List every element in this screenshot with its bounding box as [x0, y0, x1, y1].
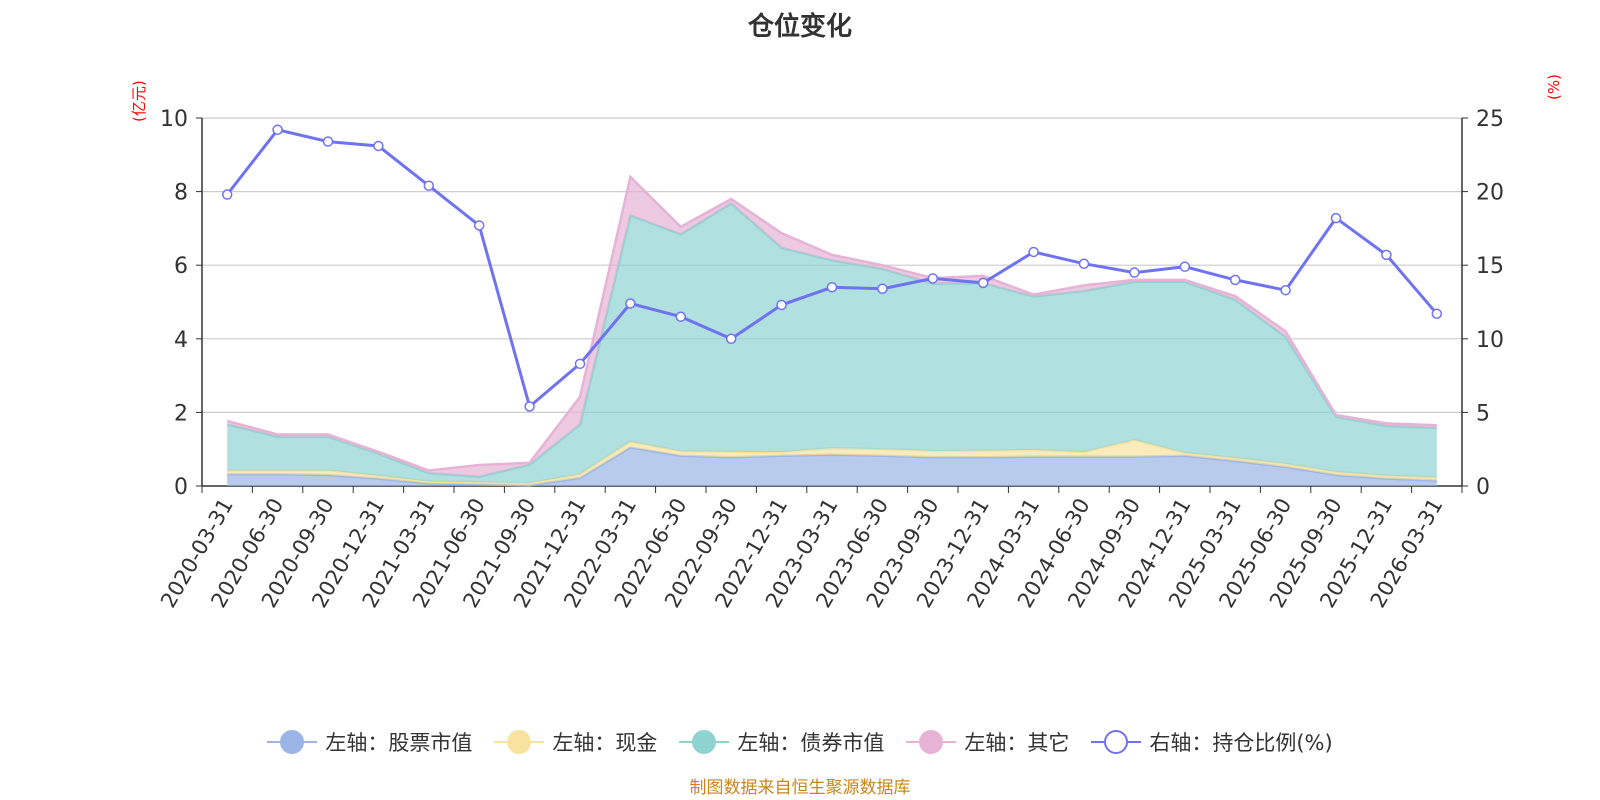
legend-item-cash[interactable]: 左轴：现金 [494, 727, 657, 757]
legend-label: 左轴：股票市值 [325, 731, 473, 755]
ratio-point [373, 140, 384, 152]
cash-area [227, 440, 1437, 486]
ratio-point [1229, 274, 1241, 286]
legend-swatch-bond [679, 729, 730, 755]
legend-label: 左轴：其它 [964, 731, 1070, 755]
right-axis-tick-label: 20 [1476, 181, 1504, 206]
ratio-point [473, 220, 485, 231]
legend-item-bond[interactable]: 左轴：债券市值 [679, 727, 884, 757]
ratio-point [1381, 249, 1392, 261]
legend-swatch-ratio [1091, 729, 1142, 755]
ratio-point [272, 124, 283, 136]
data-source-note: 制图数据来自恒生聚源数据库 [689, 778, 911, 798]
legend-item-stock[interactable]: 左轴：股票市值 [267, 727, 472, 757]
ratio-point [1179, 261, 1191, 272]
ratio-point [927, 273, 939, 284]
legend-swatch-other [906, 729, 957, 755]
legend-item-ratio[interactable]: 右轴：持仓比例(%) [1091, 727, 1333, 757]
ratio-point [574, 358, 586, 370]
ratio-point [776, 299, 787, 311]
right-axis-tick-label: 0 [1476, 475, 1490, 500]
left-axis-tick-label: 2 [174, 401, 188, 426]
ratio-point [1028, 246, 1039, 258]
ratio-point [524, 401, 535, 412]
left-axis-tick-label: 10 [160, 107, 188, 132]
legend-label: 左轴：债券市值 [737, 731, 885, 755]
ratio-point [725, 333, 737, 345]
left-axis-tick-label: 4 [174, 328, 188, 353]
chart-title: 仓位变化 [747, 12, 852, 42]
ratio-point [1330, 212, 1342, 224]
left-axis-tick-label: 0 [174, 475, 188, 500]
chart-legend: 左轴：股票市值 左轴：现金 左轴：债券市值 左轴：其它 右轴：持仓比例(%) [0, 722, 1600, 762]
right-axis-tick-label: 25 [1476, 107, 1504, 132]
ratio-point [1129, 267, 1140, 278]
legend-swatch-stock [267, 729, 318, 755]
legend-item-other[interactable]: 左轴：其它 [906, 727, 1069, 757]
left-axis-tick-label: 8 [174, 181, 188, 206]
right-axis-tick-label: 15 [1476, 254, 1504, 279]
ratio-point [423, 180, 435, 191]
ratio-point [977, 277, 989, 289]
ratio-point [1431, 308, 1443, 320]
right-axis-tick-label: 10 [1476, 328, 1504, 353]
ratio-point [826, 282, 838, 293]
ratio-point [1280, 284, 1291, 296]
bond-area [227, 203, 1437, 484]
ratio-point [1078, 258, 1090, 269]
left-axis-tick-label: 6 [174, 254, 188, 279]
other-area-edge [226, 174, 1437, 472]
right-axis-tick-label: 5 [1476, 401, 1490, 426]
ratio-point [625, 298, 636, 309]
ratio-point [221, 189, 233, 200]
ratio-point [675, 311, 687, 322]
legend-label: 左轴：现金 [552, 731, 658, 755]
ratio-point [877, 283, 888, 295]
legend-swatch-cash [494, 729, 545, 755]
legend-label: 右轴：持仓比例(%) [1149, 731, 1333, 755]
ratio-point [322, 136, 334, 147]
